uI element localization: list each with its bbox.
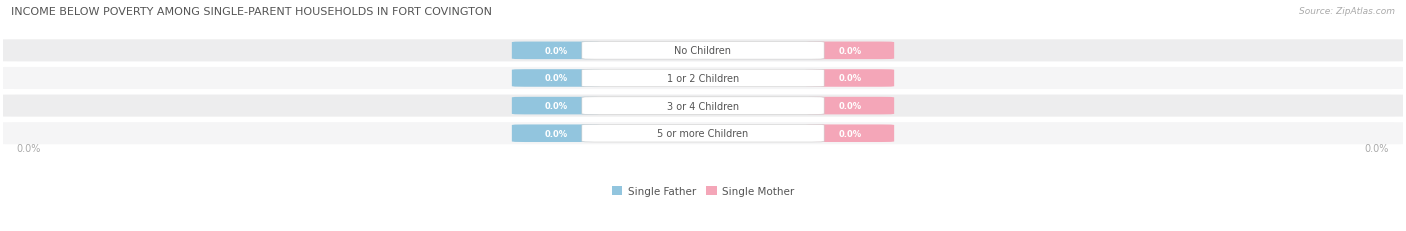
FancyBboxPatch shape: [0, 68, 1406, 90]
Text: 0.0%: 0.0%: [1365, 144, 1389, 154]
Text: 1 or 2 Children: 1 or 2 Children: [666, 74, 740, 84]
FancyBboxPatch shape: [582, 97, 824, 115]
FancyBboxPatch shape: [582, 125, 824, 142]
FancyBboxPatch shape: [0, 95, 1406, 117]
FancyBboxPatch shape: [806, 42, 894, 60]
FancyBboxPatch shape: [512, 125, 600, 142]
Text: No Children: No Children: [675, 46, 731, 56]
Text: Source: ZipAtlas.com: Source: ZipAtlas.com: [1299, 7, 1395, 16]
Text: 0.0%: 0.0%: [838, 102, 862, 111]
FancyBboxPatch shape: [512, 42, 600, 60]
FancyBboxPatch shape: [582, 70, 824, 87]
Text: INCOME BELOW POVERTY AMONG SINGLE-PARENT HOUSEHOLDS IN FORT COVINGTON: INCOME BELOW POVERTY AMONG SINGLE-PARENT…: [11, 7, 492, 17]
FancyBboxPatch shape: [582, 42, 824, 60]
Text: 0.0%: 0.0%: [838, 129, 862, 138]
Text: 0.0%: 0.0%: [544, 102, 568, 111]
Text: 0.0%: 0.0%: [544, 47, 568, 56]
FancyBboxPatch shape: [806, 70, 894, 87]
Text: 0.0%: 0.0%: [838, 74, 862, 83]
FancyBboxPatch shape: [0, 123, 1406, 145]
Text: 0.0%: 0.0%: [544, 74, 568, 83]
Text: 3 or 4 Children: 3 or 4 Children: [666, 101, 740, 111]
Text: 0.0%: 0.0%: [838, 47, 862, 56]
FancyBboxPatch shape: [806, 97, 894, 115]
FancyBboxPatch shape: [512, 97, 600, 115]
FancyBboxPatch shape: [0, 40, 1406, 62]
Text: 0.0%: 0.0%: [17, 144, 41, 154]
FancyBboxPatch shape: [512, 70, 600, 87]
Text: 0.0%: 0.0%: [544, 129, 568, 138]
FancyBboxPatch shape: [806, 125, 894, 142]
Legend: Single Father, Single Mother: Single Father, Single Mother: [612, 186, 794, 196]
Text: 5 or more Children: 5 or more Children: [658, 129, 748, 139]
